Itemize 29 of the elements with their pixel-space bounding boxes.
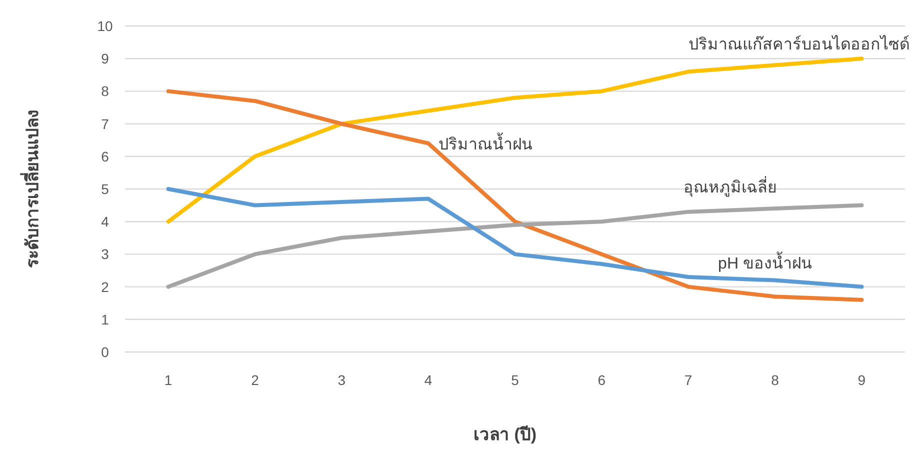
line-series — [166, 203, 864, 289]
x-tick-label: 9 — [858, 372, 866, 388]
y-tick-label: 9 — [101, 50, 110, 67]
x-tick-label: 8 — [771, 372, 780, 388]
y-tick-label: 3 — [101, 246, 110, 262]
series-label: อุณหภูมิเฉลี่ย — [684, 176, 776, 198]
x-tick-label: 4 — [424, 372, 432, 388]
x-tick-label: 5 — [511, 372, 520, 388]
y-tick-label: 7 — [101, 116, 110, 132]
series-label: pH ของน้ำฝน — [718, 251, 812, 272]
line-series — [166, 56, 864, 224]
y-tick-label: 1 — [101, 311, 110, 328]
y-tick-label: 5 — [101, 181, 110, 197]
y-tick-label: 4 — [101, 214, 110, 230]
x-tick-label: 7 — [684, 372, 692, 388]
x-axis-title: เวลา (ปี) — [473, 424, 537, 444]
y-tick-label: 2 — [101, 278, 110, 295]
line-series — [166, 89, 864, 302]
y-tick-label: 0 — [101, 344, 110, 360]
y-tick-label: 10 — [97, 18, 113, 34]
x-tick-label: 6 — [598, 372, 606, 388]
series-label: ปริมาณแก๊สคาร์บอนไดออกไซด์ — [688, 34, 910, 54]
x-tick-label: 1 — [164, 372, 172, 388]
x-tick-label: 2 — [251, 372, 260, 388]
y-tick-label: 8 — [101, 83, 110, 100]
series-label: ปริมาณน้ำฝน — [438, 132, 532, 154]
y-axis-title: ระดับการเปลี่ยนแปลง — [20, 110, 42, 268]
x-tick-label: 3 — [338, 372, 346, 388]
y-tick-label: 6 — [101, 148, 110, 164]
